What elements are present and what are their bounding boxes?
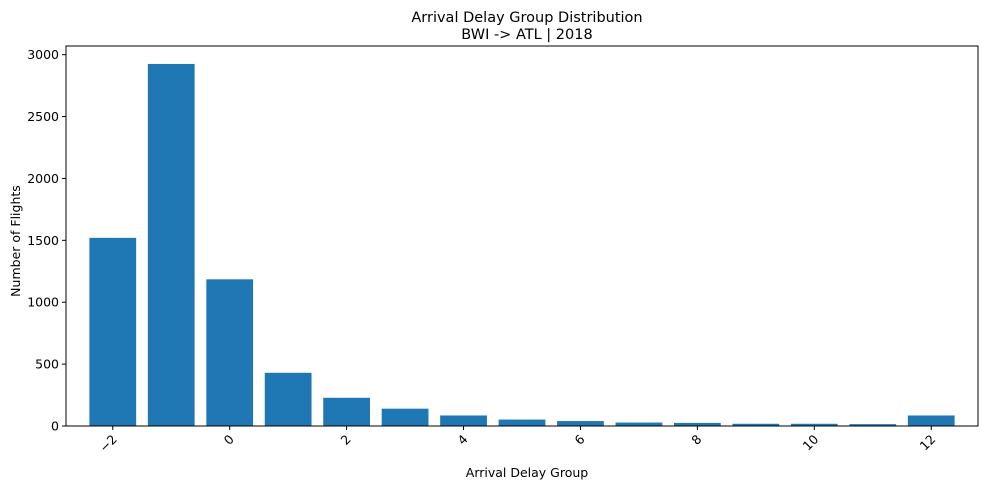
bar-group-9 (732, 423, 780, 426)
y-tick-label: 500 (35, 357, 59, 372)
bar-group-8 (674, 422, 721, 426)
x-axis-ticks: −2 0 2 4 6 8 10 12 (96, 426, 938, 455)
bar-group-4 (440, 415, 487, 426)
chart-title: Arrival Delay Group Distribution (411, 10, 642, 26)
bar-group-5 (498, 419, 546, 426)
bar-group-10 (790, 423, 838, 426)
y-tick-label: 0 (51, 419, 59, 434)
chart-subtitle: BWI -> ATL | 2018 (461, 27, 592, 43)
x-tick-label: −2 (96, 432, 120, 456)
bars-group (89, 63, 955, 427)
bar-group-7 (615, 422, 663, 426)
bar-group-11 (849, 424, 897, 426)
x-tick-label: 12 (916, 432, 938, 454)
x-tick-label: 4 (454, 431, 470, 447)
y-tick-label: 2500 (27, 109, 59, 124)
bar-group-2 (323, 397, 370, 426)
x-tick-label: 6 (571, 431, 587, 447)
bar-group-minus-2 (89, 237, 137, 426)
y-axis-label: Number of Flights (8, 185, 23, 297)
bar-group-minus-1 (147, 63, 195, 427)
x-tick-label: 8 (688, 431, 704, 447)
y-tick-label: 2000 (27, 171, 59, 186)
bar-group-1 (264, 372, 312, 426)
x-tick-label: 2 (338, 432, 354, 448)
bar-group-6 (557, 421, 604, 426)
x-tick-label: 10 (800, 431, 822, 453)
x-tick-label: 0 (221, 431, 237, 447)
bar-group-3 (381, 408, 429, 426)
bar-group-12 (907, 415, 955, 426)
plot-frame (65, 45, 979, 427)
y-tick-label: 1500 (27, 233, 59, 248)
x-axis-label: Arrival Delay Group (466, 465, 589, 480)
y-tick-label: 1000 (27, 295, 59, 310)
y-axis-ticks: 0 500 1000 1500 2000 2500 3000 (27, 47, 66, 434)
bar-group-0 (206, 279, 254, 426)
y-tick-label: 3000 (27, 47, 59, 62)
